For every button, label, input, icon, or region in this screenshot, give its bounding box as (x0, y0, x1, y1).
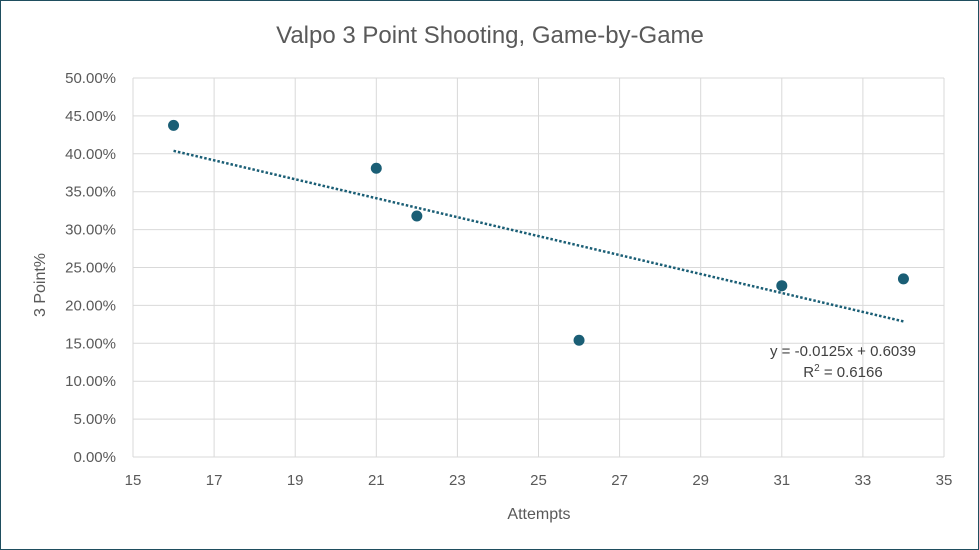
y-tick-label: 45.00% (65, 108, 116, 125)
data-point (897, 273, 909, 285)
x-tick-label: 25 (530, 472, 547, 489)
chart-title: Valpo 3 Point Shooting, Game-by-Game (276, 22, 704, 49)
data-point (573, 334, 585, 346)
x-tick-label: 17 (206, 472, 223, 489)
data-point (168, 119, 180, 131)
x-axis-label: Attempts (507, 506, 570, 523)
y-tick-label: 15.00% (65, 335, 116, 352)
x-tick-label: 33 (855, 472, 872, 489)
y-tick-label: 0.00% (73, 449, 116, 466)
trendline (173, 149, 904, 323)
trendline-line (173, 149, 904, 323)
y-tick-label: 20.00% (65, 297, 116, 314)
trendline-r-squared: R2 = 0.6166 (803, 363, 882, 381)
data-point (411, 210, 423, 222)
y-tick-label: 35.00% (65, 184, 116, 201)
y-axis-ticks: 0.00% 5.00% 10.00% 15.00% 20.00% 25.00% 30.00%… (65, 70, 116, 466)
x-tick-label: 15 (125, 472, 142, 489)
data-point (370, 162, 382, 174)
r-squared-value: = 0.6166 (820, 364, 883, 381)
y-tick-label: 50.00% (65, 70, 116, 87)
x-tick-label: 27 (611, 472, 628, 489)
x-axis-ticks: 15 17 19 21 23 25 27 29 31 33 35 (125, 472, 953, 489)
x-tick-label: 23 (449, 472, 466, 489)
y-tick-label: 40.00% (65, 146, 116, 163)
x-tick-label: 29 (692, 472, 709, 489)
y-tick-label: 25.00% (65, 260, 116, 277)
x-tick-label: 31 (773, 472, 790, 489)
y-axis-label: 3 Point% (32, 253, 49, 317)
y-tick-label: 30.00% (65, 222, 116, 239)
x-tick-label: 19 (287, 472, 304, 489)
y-tick-label: 10.00% (65, 373, 116, 390)
trendline-equation: y = -0.0125x + 0.6039 (770, 343, 916, 360)
grid (132, 77, 945, 458)
x-tick-label: 35 (936, 472, 953, 489)
r-squared-prefix: R (803, 364, 814, 381)
data-points (168, 119, 909, 346)
data-point (776, 280, 788, 292)
r-squared-superscript: 2 (814, 363, 820, 374)
y-tick-label: 5.00% (73, 411, 116, 428)
x-tick-label: 21 (368, 472, 385, 489)
